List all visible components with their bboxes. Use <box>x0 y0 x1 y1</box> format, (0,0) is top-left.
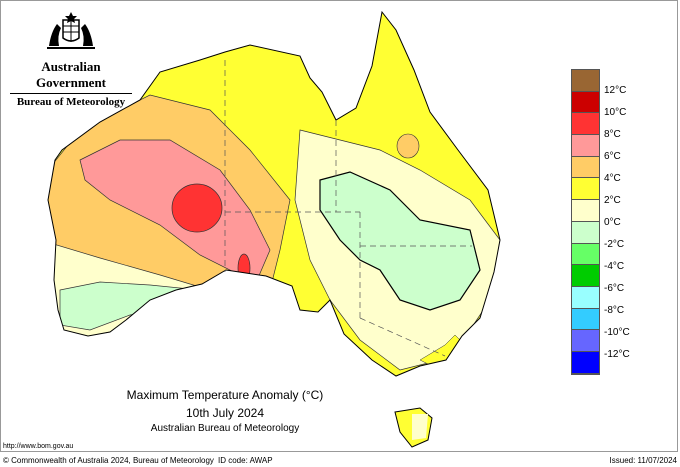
map-source: Australian Bureau of Meteorology <box>150 423 300 434</box>
legend-swatch <box>572 135 599 157</box>
state-borders <box>224 60 472 357</box>
legend-swatch <box>572 221 599 244</box>
legend-label: -6°C <box>604 283 625 294</box>
anomaly-map <box>47 11 501 448</box>
legend-swatch <box>572 308 599 331</box>
copyright: © Commonwealth of Australia 2024, Bureau… <box>3 456 214 465</box>
legend-label: 4°C <box>604 173 621 184</box>
anomaly-fill <box>48 12 500 376</box>
legend-swatch <box>572 200 599 222</box>
map-title: Maximum Temperature Anomaly (°C) <box>126 388 324 402</box>
issued-date: Issued: 11/07/2024 <box>609 456 677 465</box>
legend-label: 8°C <box>604 129 621 140</box>
legend-swatch <box>572 330 599 352</box>
map-titles: Maximum Temperature Anomaly (°C) 10th Ju… <box>100 388 350 434</box>
id-code: ID code: AWAP <box>218 456 273 465</box>
government-name: Australian Government <box>35 59 107 90</box>
legend-swatch <box>572 265 599 287</box>
legend-label: 12°C <box>604 85 627 96</box>
bureau-name: Bureau of Meteorology <box>16 96 126 108</box>
color-legend <box>571 69 600 375</box>
legend-swatch <box>572 156 599 179</box>
legend-swatch <box>572 351 599 374</box>
legend-label: -10°C <box>604 327 630 338</box>
legend-swatch <box>572 113 599 136</box>
logo-divider <box>10 93 132 94</box>
legend-swatch <box>572 70 599 92</box>
legend-label: 6°C <box>604 151 621 162</box>
legend-label: -2°C <box>604 239 625 250</box>
legend-swatch <box>572 91 599 114</box>
map-date: 10th July 2024 <box>185 406 265 420</box>
government-logo: Australian Government Bureau of Meteorol… <box>10 10 132 108</box>
legend-label: 0°C <box>604 217 621 228</box>
legend-label: -8°C <box>604 305 625 316</box>
map-frame <box>0 0 678 452</box>
legend-swatch <box>572 178 599 201</box>
legend-swatch <box>572 243 599 266</box>
coat-of-arms-icon <box>47 12 95 49</box>
legend-label: 2°C <box>604 195 621 206</box>
legend-label: -4°C <box>604 261 625 272</box>
legend-label: -12°C <box>604 349 630 360</box>
legend-label: 10°C <box>604 107 627 118</box>
legend-swatch <box>572 286 599 309</box>
website-link[interactable]: http://www.bom.gov.au <box>3 443 74 450</box>
